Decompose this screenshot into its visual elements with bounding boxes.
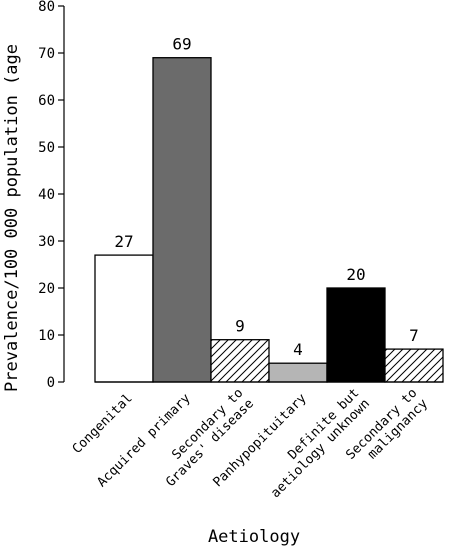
bar-acquired-primary xyxy=(152,57,212,383)
bar-secondary-to-malignancy xyxy=(384,348,444,383)
bars-group xyxy=(94,57,444,383)
bar-definite-but-aetiology-unknown xyxy=(326,287,386,383)
data-label: 7 xyxy=(409,326,419,345)
y-tick-label: 10 xyxy=(38,328,55,344)
bar-panhypopituitary xyxy=(268,362,328,383)
data-label: 69 xyxy=(172,35,191,54)
y-tick-label: 50 xyxy=(38,140,55,156)
data-label: 4 xyxy=(293,340,303,359)
y-tick-label: 40 xyxy=(38,187,55,203)
y-ticks-group: 0 10 20 30 40 50 60 70 80 xyxy=(38,0,64,391)
bar-congenital xyxy=(94,254,154,383)
y-tick-label: 70 xyxy=(38,46,55,62)
y-tick-label: 60 xyxy=(38,93,55,109)
y-tick-label: 30 xyxy=(38,234,55,250)
data-labels-group: 27 69 9 4 20 7 xyxy=(114,35,418,360)
y-tick-label: 0 xyxy=(47,375,55,391)
y-tick-label: 20 xyxy=(38,281,55,297)
data-label: 9 xyxy=(235,317,245,336)
data-label: 27 xyxy=(114,232,133,251)
y-tick-label: 80 xyxy=(38,0,55,15)
y-axis-title: Prevalence/100 000 population (age xyxy=(2,44,22,392)
bar-secondary-to-graves-disease xyxy=(210,339,270,383)
data-label: 20 xyxy=(346,265,365,284)
x-axis-title: Aetiology xyxy=(208,527,300,546)
